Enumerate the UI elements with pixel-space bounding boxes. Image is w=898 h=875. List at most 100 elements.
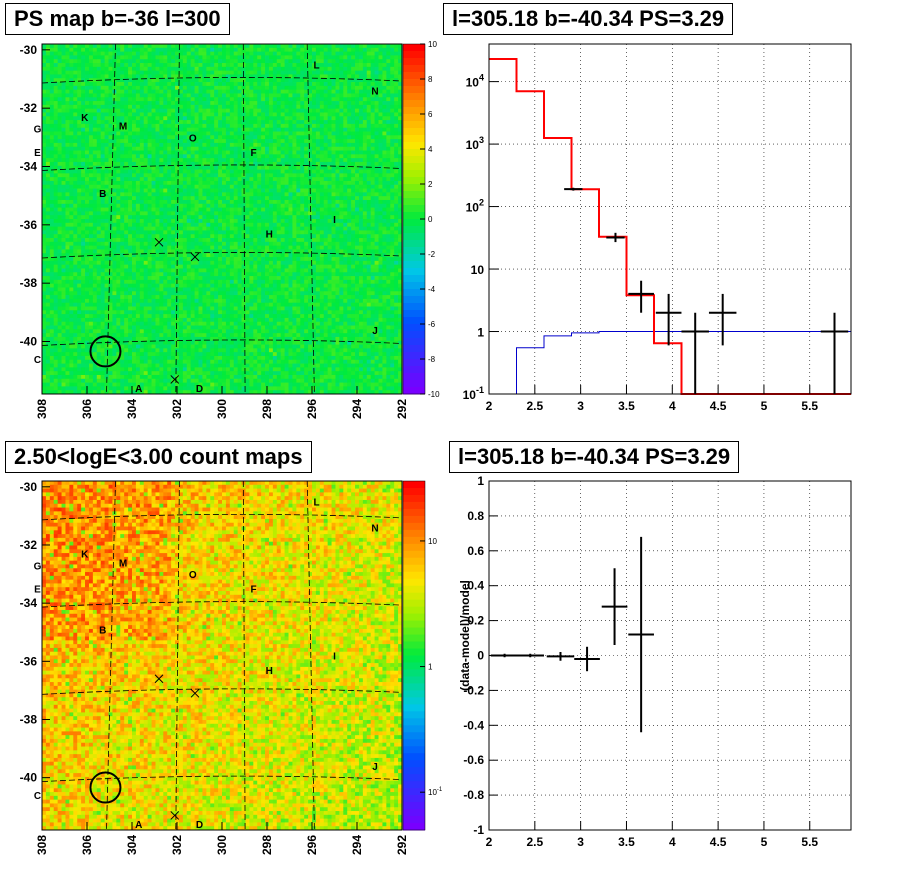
map-pixel (222, 208, 226, 212)
map-pixel (116, 151, 120, 155)
map-pixel (132, 238, 136, 242)
map-pixel (187, 386, 191, 390)
map-pixel (77, 307, 81, 311)
map-pixel (249, 139, 253, 143)
map-pixel (120, 101, 124, 105)
map-pixel (218, 63, 222, 67)
map-pixel (187, 303, 191, 307)
map-pixel (42, 303, 46, 307)
map-pixel (191, 59, 195, 63)
map-pixel (199, 55, 203, 59)
map-pixel (81, 74, 85, 78)
map-pixel (62, 82, 66, 86)
map-pixel (195, 364, 199, 368)
map-pixel (234, 128, 238, 132)
map-pixel (171, 63, 175, 67)
map-pixel (62, 48, 66, 52)
map-pixel (136, 379, 140, 383)
map-pixel (238, 55, 242, 59)
map-pixel (65, 386, 69, 390)
map-pixel (152, 227, 156, 231)
map-pixel (112, 356, 116, 360)
map-pixel (234, 116, 238, 120)
map-pixel (242, 299, 246, 303)
map-pixel (234, 208, 238, 212)
map-pixel (191, 238, 195, 242)
map-pixel (112, 261, 116, 265)
map-pixel (238, 109, 242, 113)
map-pixel (128, 246, 132, 250)
map-pixel (206, 242, 210, 246)
map-pixel (218, 223, 222, 227)
map-pixel (199, 272, 203, 276)
map-pixel (175, 158, 179, 162)
map-pixel (159, 177, 163, 181)
map-pixel (199, 120, 203, 124)
map-pixel (238, 63, 242, 67)
map-pixel (234, 276, 238, 280)
map-pixel (50, 158, 54, 162)
map-pixel (144, 97, 148, 101)
map-pixel (81, 261, 85, 265)
map-pixel (42, 162, 46, 166)
map-pixel (230, 181, 234, 185)
map-pixel (210, 322, 214, 326)
map-pixel (163, 295, 167, 299)
map-pixel (210, 246, 214, 250)
map-pixel (210, 177, 214, 181)
map-pixel (54, 215, 58, 219)
map-pixel (54, 284, 58, 288)
map-pixel (97, 120, 101, 124)
map-pixel (155, 86, 159, 90)
map-pixel (245, 234, 249, 238)
map-pixel (202, 287, 206, 291)
map-pixel (109, 307, 113, 311)
map-pixel (210, 383, 214, 387)
map-pixel (179, 97, 183, 101)
map-pixel (171, 185, 175, 189)
map-pixel (109, 314, 113, 318)
map-pixel (253, 71, 257, 75)
map-pixel (65, 318, 69, 322)
map-pixel (65, 59, 69, 63)
map-pixel (187, 379, 191, 383)
map-pixel (105, 139, 109, 143)
map-pixel (136, 112, 140, 116)
map-pixel (179, 189, 183, 193)
map-pixel (249, 367, 253, 371)
map-pixel (202, 341, 206, 345)
map-pixel (85, 143, 89, 147)
map-pixel (218, 287, 222, 291)
map-pixel (85, 101, 89, 105)
map-pixel (234, 345, 238, 349)
map-pixel (206, 360, 210, 364)
map-pixel (187, 265, 191, 269)
map-pixel (230, 86, 234, 90)
map-pixel (62, 265, 66, 269)
map-pixel (230, 90, 234, 94)
map-pixel (206, 341, 210, 345)
map-pixel (69, 249, 73, 253)
map-pixel (171, 139, 175, 143)
map-pixel (234, 383, 238, 387)
map-pixel (179, 322, 183, 326)
map-pixel (65, 135, 69, 139)
map-pixel (191, 154, 195, 158)
map-pixel (73, 261, 77, 265)
map-pixel (206, 151, 210, 155)
map-pixel (183, 158, 187, 162)
map-pixel (183, 112, 187, 116)
map-pixel (120, 257, 124, 261)
map-pixel (163, 322, 167, 326)
map-pixel (218, 200, 222, 204)
map-pixel (124, 242, 128, 246)
map-pixel (249, 246, 253, 250)
map-pixel (85, 322, 89, 326)
map-pixel (128, 170, 132, 174)
map-pixel (58, 97, 62, 101)
map-pixel (230, 101, 234, 105)
map-pixel (249, 219, 253, 223)
map-pixel (116, 322, 120, 326)
map-pixel (50, 67, 54, 71)
map-pixel (195, 360, 199, 364)
